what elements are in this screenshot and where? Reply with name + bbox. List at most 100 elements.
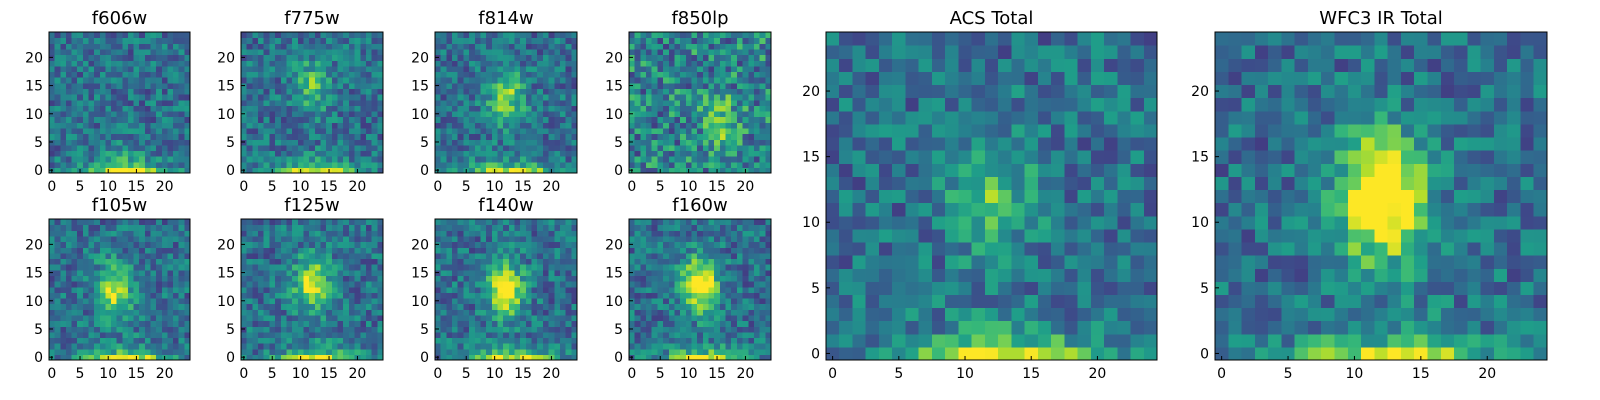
heatmap-cell [309,48,316,56]
heatmap-cell [525,303,533,310]
heatmap-cell [111,331,118,339]
heatmap-cell [542,252,550,260]
heatmap-cell [337,127,344,135]
heatmap-cell [252,105,259,112]
heatmap-cell [674,122,681,129]
heatmap-cell [105,150,112,157]
heatmap-cell [377,161,384,168]
heatmap-cell [320,161,327,168]
heatmap-cell [275,235,282,243]
heatmap-cell [320,281,327,288]
heatmap-cell [54,110,61,118]
heatmap-cell [150,264,157,271]
heatmap-cell [49,43,56,50]
heatmap-cell [82,241,90,248]
heatmap-cell [565,167,572,174]
heatmap-cell [280,286,288,293]
heatmap-cell [742,110,749,118]
heatmap-cell [514,258,521,265]
heatmap-cell [520,337,527,344]
heatmap-cell [252,269,259,276]
heatmap-cell [514,219,521,226]
heatmap-cell [725,32,732,39]
heatmap-cell [331,303,339,310]
heatmap-cell [731,297,738,305]
heatmap-cell [480,32,487,39]
heatmap-cell [537,65,544,73]
heatmap-cell [531,219,538,226]
heatmap-cell [167,133,174,140]
heatmap-cell [469,219,476,226]
heatmap-cell [354,247,361,254]
heatmap-cell [725,264,732,271]
heatmap-cell [139,224,146,231]
heatmap-cell [111,219,118,226]
heatmap-cell [440,269,447,276]
heatmap-cell [765,99,772,106]
heatmap-cell [565,314,572,322]
heatmap-cell [554,292,561,299]
heatmap-cell [742,133,749,140]
heatmap-cell [71,65,78,73]
heatmap-cell [354,88,361,95]
heatmap-cell [292,88,299,95]
heatmap-cell [365,122,373,129]
heatmap-cell [480,77,487,84]
heatmap-cell [292,161,299,168]
heatmap-cell [548,252,555,260]
heatmap-cell [742,71,749,78]
heatmap-cell [640,71,647,78]
heatmap-cell [719,94,727,101]
heatmap-cell [269,54,276,61]
heatmap-cell [719,150,727,157]
heatmap-cell [719,343,727,350]
heatmap-cell [65,292,73,299]
heatmap-cell [286,264,293,271]
heatmap-cell [82,269,90,276]
heatmap-cell [184,297,191,305]
heatmap-cell [314,241,322,248]
heatmap-cell [314,252,322,260]
heatmap-cell [702,32,710,39]
heatmap-cell [65,326,73,333]
heatmap-cell [474,219,482,226]
heatmap-cell [742,48,749,56]
heatmap-cell [674,297,681,305]
heatmap-cell [314,320,322,327]
heatmap-cell [241,320,248,327]
heatmap-cell [343,292,350,299]
heatmap-cell [127,88,135,95]
heatmap-cell [94,122,101,129]
heatmap-cell [463,247,470,254]
heatmap-cell [680,281,687,288]
heatmap-cell [252,348,259,355]
heatmap-cell [542,320,550,327]
heatmap-cell [503,230,510,237]
heatmap-cell [60,94,67,101]
heatmap-cell [258,65,265,73]
heatmap-cell [94,105,101,112]
heatmap-cell [497,281,504,288]
heatmap-cell [537,156,544,163]
heatmap-cell [65,331,73,339]
heatmap-cell [486,88,493,95]
heatmap-cell [286,54,293,61]
heatmap-cell [94,139,101,146]
heatmap-cell [184,161,191,168]
heatmap-cell [360,269,367,276]
heatmap-cell [708,139,715,146]
heatmap-cell [116,219,123,226]
heatmap-cell [765,94,772,101]
heatmap-cell [122,230,129,237]
heatmap-cell [246,110,253,118]
heatmap-cell [326,331,333,339]
heatmap-cell [139,99,146,106]
heatmap-cell [275,314,282,322]
heatmap-cell [697,110,704,118]
heatmap-cell [65,48,73,56]
heatmap-cell [331,264,339,271]
heatmap-cell [286,247,293,254]
heatmap-cell [463,133,470,140]
heatmap-cell [65,161,73,168]
heatmap-cell [440,133,447,140]
